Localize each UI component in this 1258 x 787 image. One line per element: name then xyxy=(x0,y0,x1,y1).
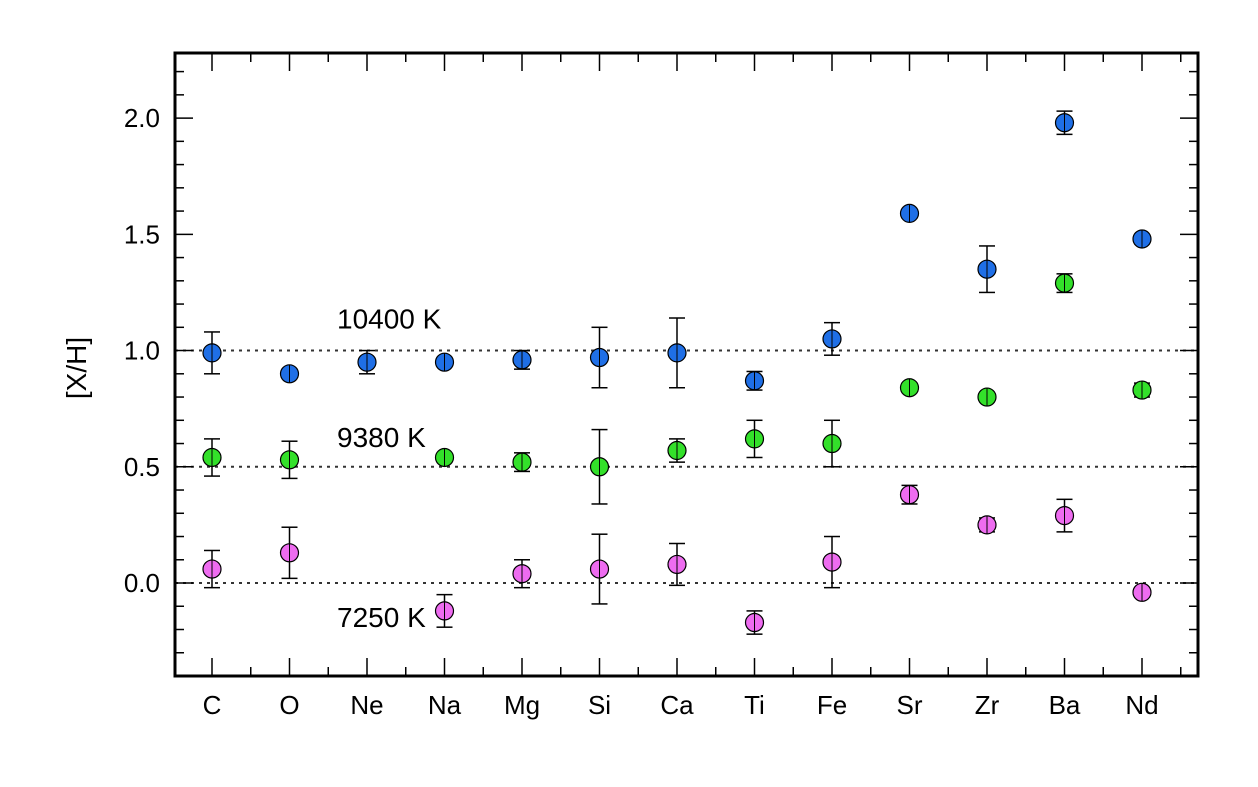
plot-frame xyxy=(173,51,1200,678)
x-tick-label: Sr xyxy=(897,690,923,720)
series-label: 10400 K xyxy=(337,304,442,335)
x-tick-label: C xyxy=(203,690,222,720)
y-tick-label: 0.5 xyxy=(124,452,160,482)
x-tick-label: Nd xyxy=(1125,690,1158,720)
series-7250-k xyxy=(202,484,1152,635)
y-tick-labels: 0.0 0.5 1.0 1.5 2.0 xyxy=(124,103,160,598)
reference-lines xyxy=(175,349,1198,585)
x-tick-labels: C O Ne Na Mg Si Ca Ti Fe Sr Zr Ba Nd xyxy=(203,690,1159,720)
x-tick-label: Si xyxy=(588,690,611,720)
y-tick-label: 1.5 xyxy=(124,219,160,249)
major-ticks xyxy=(175,53,1198,676)
series-labels: 10400 K 9380 K 7250 K xyxy=(337,304,442,633)
x-tick-label: Mg xyxy=(504,690,540,720)
y-tick-label: 2.0 xyxy=(124,103,160,133)
series-10400-k xyxy=(202,110,1152,391)
data-series xyxy=(202,110,1152,635)
x-tick-label: Fe xyxy=(817,690,847,720)
y-tick-label: 0.0 xyxy=(124,568,160,598)
x-tick-label: O xyxy=(279,690,299,720)
x-tick-label: Zr xyxy=(975,690,1000,720)
y-tick-label: 1.0 xyxy=(124,336,160,366)
x-tick-label: Ti xyxy=(744,690,765,720)
y-axis-label: [X/H] xyxy=(61,337,92,399)
series-label: 9380 K xyxy=(337,422,426,453)
x-tick-label: Ca xyxy=(660,690,694,720)
x-tick-label: Na xyxy=(428,690,462,720)
x-tick-label: Ba xyxy=(1049,690,1081,720)
series-9380-k xyxy=(202,273,1152,505)
series-label: 7250 K xyxy=(337,602,426,633)
x-tick-label: Ne xyxy=(350,690,383,720)
